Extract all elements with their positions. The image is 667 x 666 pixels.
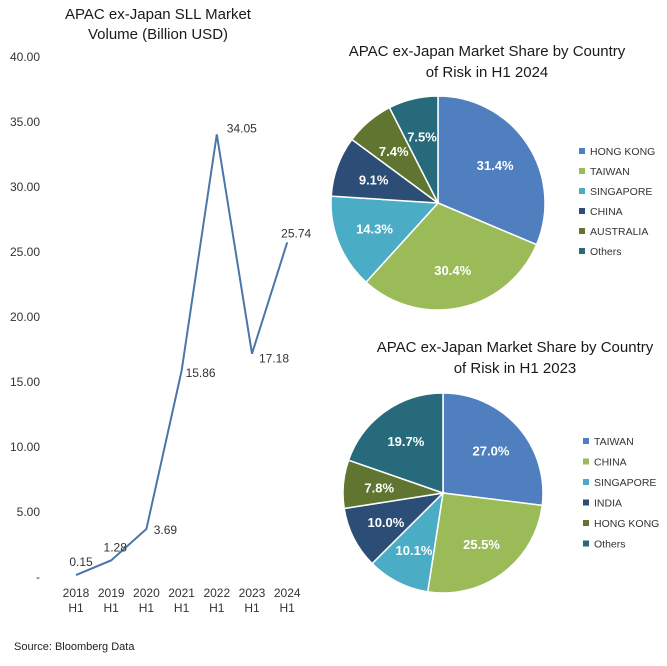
x-tick-label-half: H1 bbox=[244, 601, 260, 615]
legend-swatch bbox=[583, 438, 589, 444]
legend-label: HONG KONG bbox=[590, 146, 655, 158]
pie-slice-label: 31.4% bbox=[477, 158, 514, 173]
legend-label: TAIWAN bbox=[594, 436, 634, 448]
legend-swatch bbox=[583, 479, 589, 485]
y-tick-label: 15.00 bbox=[10, 375, 40, 389]
y-tick-label: 35.00 bbox=[10, 115, 40, 129]
y-tick-label: 30.00 bbox=[10, 180, 40, 194]
pie-slice bbox=[426, 492, 544, 594]
legend-label: SINGAPORE bbox=[594, 477, 656, 489]
legend-swatch bbox=[579, 188, 585, 194]
line-chart-title-line-2: Volume (Billion USD) bbox=[88, 26, 228, 43]
x-tick-label-year: 2024 bbox=[274, 586, 301, 600]
legend-label: SINGAPORE bbox=[590, 186, 652, 198]
x-tick-label-year: 2018 bbox=[63, 586, 90, 600]
pie-2024-title-line-2: of Risk in H1 2024 bbox=[426, 64, 549, 81]
legend-swatch bbox=[583, 499, 589, 506]
x-tick-label-year: 2022 bbox=[203, 586, 230, 600]
data-label: 34.05 bbox=[227, 121, 257, 135]
x-tick-label-half: H1 bbox=[139, 601, 155, 615]
legend-label: Others bbox=[594, 539, 626, 551]
market-share-2023-pie-chart: APAC ex-Japan Market Share by Country of… bbox=[342, 339, 659, 594]
pie-slice-label: 7.5% bbox=[407, 129, 437, 144]
x-tick-label-half: H1 bbox=[174, 601, 190, 615]
x-tick-label-year: 2023 bbox=[239, 586, 266, 600]
pie-slice-label: 7.8% bbox=[364, 480, 394, 495]
pie-slice-label: 19.7% bbox=[387, 434, 424, 449]
pie-slice bbox=[330, 195, 440, 284]
sll-volume-line-chart: APAC ex-Japan SLL Market Volume (Billion… bbox=[10, 6, 312, 615]
pie-2023-title-line-2: of Risk in H1 2023 bbox=[454, 360, 577, 377]
legend-label: CHINA bbox=[594, 457, 627, 469]
pie-slice-label: 27.0% bbox=[473, 444, 510, 459]
y-tick-label: 25.00 bbox=[10, 245, 40, 259]
legend-swatch bbox=[579, 148, 585, 154]
y-tick-label: 40.00 bbox=[10, 50, 40, 64]
legend-label: Others bbox=[590, 246, 622, 258]
x-tick-label-year: 2020 bbox=[133, 586, 160, 600]
pie-slice bbox=[388, 95, 439, 204]
market-share-2024-pie-chart: APAC ex-Japan Market Share by Country of… bbox=[330, 43, 655, 311]
pie-slice-label: 9.1% bbox=[359, 173, 389, 188]
legend-swatch bbox=[579, 168, 585, 174]
legend-swatch bbox=[583, 520, 589, 526]
line-chart-title-line-1: APAC ex-Japan SLL Market bbox=[65, 6, 252, 23]
data-label: 1.28 bbox=[104, 540, 128, 554]
data-label: 3.69 bbox=[154, 523, 178, 537]
legend-swatch bbox=[583, 458, 589, 465]
pie-2024-title-line-1: APAC ex-Japan Market Share by Country bbox=[349, 43, 626, 60]
data-label: 15.86 bbox=[186, 366, 216, 380]
line-series-path bbox=[75, 134, 289, 576]
pie-slice bbox=[364, 202, 538, 311]
x-tick-label-year: 2021 bbox=[168, 586, 195, 600]
legend-swatch bbox=[579, 248, 585, 254]
legend-label: CHINA bbox=[590, 206, 623, 218]
y-tick-label: 5.00 bbox=[17, 505, 41, 519]
pie-2023-title-line-1: APAC ex-Japan Market Share by Country bbox=[377, 339, 654, 356]
pie-slice bbox=[437, 95, 546, 246]
pie-slice-label: 7.4% bbox=[379, 144, 409, 159]
legend-label: HONG KONG bbox=[594, 518, 659, 530]
x-tick-label-half: H1 bbox=[68, 601, 84, 615]
legend-swatch bbox=[579, 228, 585, 234]
x-tick-label-half: H1 bbox=[209, 601, 225, 615]
pie-slice-label: 25.5% bbox=[463, 537, 500, 552]
legend-label: INDIA bbox=[594, 498, 622, 510]
legend-label: TAIWAN bbox=[590, 166, 630, 178]
pie-slice-label: 14.3% bbox=[356, 222, 393, 237]
y-tick-label: 20.00 bbox=[10, 310, 40, 324]
y-tick-label: - bbox=[36, 570, 40, 584]
pie-slice-label: 10.1% bbox=[396, 543, 433, 558]
pie-slice bbox=[347, 392, 444, 495]
source-note: Source: Bloomberg Data bbox=[14, 641, 135, 653]
x-tick-label-half: H1 bbox=[104, 601, 120, 615]
pie-slice-label: 10.0% bbox=[367, 515, 404, 530]
data-label: 25.74 bbox=[281, 226, 311, 240]
x-tick-label-half: H1 bbox=[280, 601, 296, 615]
data-label: 17.18 bbox=[259, 352, 289, 366]
x-tick-label-year: 2019 bbox=[98, 586, 125, 600]
pie-slice-label: 30.4% bbox=[434, 263, 471, 278]
legend-swatch bbox=[579, 208, 585, 214]
data-label: 0.15 bbox=[69, 555, 93, 569]
legend-label: AUSTRALIA bbox=[590, 226, 648, 238]
legend-swatch bbox=[583, 540, 589, 547]
y-tick-label: 10.00 bbox=[10, 440, 40, 454]
pie-slice bbox=[442, 392, 544, 507]
